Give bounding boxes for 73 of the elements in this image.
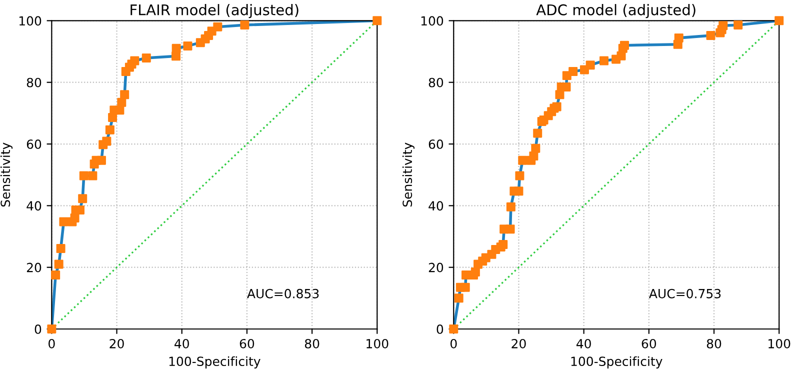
y-tick-label: 0 bbox=[436, 324, 444, 334]
x-tick-label: 80 bbox=[706, 338, 722, 348]
point bbox=[88, 171, 98, 180]
y-tick-label: 80 bbox=[428, 78, 444, 88]
x-tick-label: 20 bbox=[110, 338, 124, 348]
point bbox=[96, 156, 106, 165]
point bbox=[552, 102, 562, 112]
annotation: AUC=0.753 bbox=[649, 288, 721, 298]
point bbox=[470, 267, 480, 276]
y-tick-label: 40 bbox=[428, 201, 444, 211]
point bbox=[117, 98, 126, 107]
point bbox=[734, 20, 743, 30]
point bbox=[774, 16, 784, 26]
point bbox=[506, 224, 515, 234]
point bbox=[718, 21, 728, 30]
chart-title: FLAIR model (adjusted) bbox=[130, 4, 298, 18]
point bbox=[79, 171, 88, 180]
point bbox=[59, 217, 68, 226]
x-axis-title: 100-Specificity bbox=[571, 356, 662, 368]
y-tick-label: 80 bbox=[26, 78, 42, 88]
point bbox=[54, 260, 64, 269]
point bbox=[213, 22, 222, 32]
point bbox=[183, 41, 192, 50]
point bbox=[518, 156, 528, 165]
point bbox=[600, 56, 608, 66]
point bbox=[105, 125, 114, 134]
point bbox=[120, 90, 130, 100]
point bbox=[620, 40, 629, 50]
point bbox=[674, 33, 684, 42]
y-tick-label: 100 bbox=[421, 16, 444, 26]
point bbox=[533, 128, 542, 138]
point bbox=[460, 282, 470, 292]
y-tick-label: 100 bbox=[19, 16, 42, 26]
point bbox=[70, 214, 80, 223]
point bbox=[78, 194, 88, 204]
y-tick-label: 20 bbox=[26, 262, 42, 272]
point bbox=[51, 270, 60, 280]
point bbox=[498, 240, 508, 250]
y-tick-label: 60 bbox=[428, 139, 444, 149]
point bbox=[372, 16, 382, 26]
x-tick-label: 0 bbox=[450, 338, 457, 348]
y-tick-label: 60 bbox=[26, 139, 42, 149]
point bbox=[172, 44, 181, 53]
point bbox=[514, 186, 524, 196]
y-tick-label: 0 bbox=[34, 324, 42, 334]
point bbox=[454, 294, 464, 303]
point bbox=[706, 30, 716, 40]
point bbox=[531, 144, 540, 153]
x-axis-title: 100-Specificity bbox=[169, 356, 260, 368]
point bbox=[142, 53, 151, 62]
point bbox=[506, 202, 516, 212]
x-tick-label: 0 bbox=[48, 338, 55, 348]
point bbox=[515, 171, 524, 180]
point bbox=[568, 67, 578, 76]
point bbox=[130, 56, 140, 66]
x-tick-label: 80 bbox=[304, 338, 320, 348]
x-tick-label: 100 bbox=[366, 338, 388, 348]
annotation: AUC=0.853 bbox=[247, 288, 319, 298]
x-tick-label: 100 bbox=[768, 338, 790, 348]
x-tick-label: 60 bbox=[642, 338, 656, 348]
x-tick-label: 20 bbox=[512, 338, 526, 348]
x-tick-label: 40 bbox=[576, 338, 591, 348]
x-tick-label: 60 bbox=[240, 338, 254, 348]
point bbox=[586, 60, 595, 70]
y-axis-title: Sensitivity bbox=[0, 142, 13, 207]
point bbox=[240, 20, 250, 30]
chart-title: ADC model (adjusted) bbox=[536, 4, 696, 18]
y-tick-label: 20 bbox=[428, 262, 444, 272]
x-tick-label: 40 bbox=[174, 338, 189, 348]
point bbox=[102, 136, 112, 146]
point bbox=[56, 244, 66, 254]
y-axis-title: Sensitivity bbox=[402, 142, 414, 207]
y-tick-label: 40 bbox=[26, 201, 42, 211]
